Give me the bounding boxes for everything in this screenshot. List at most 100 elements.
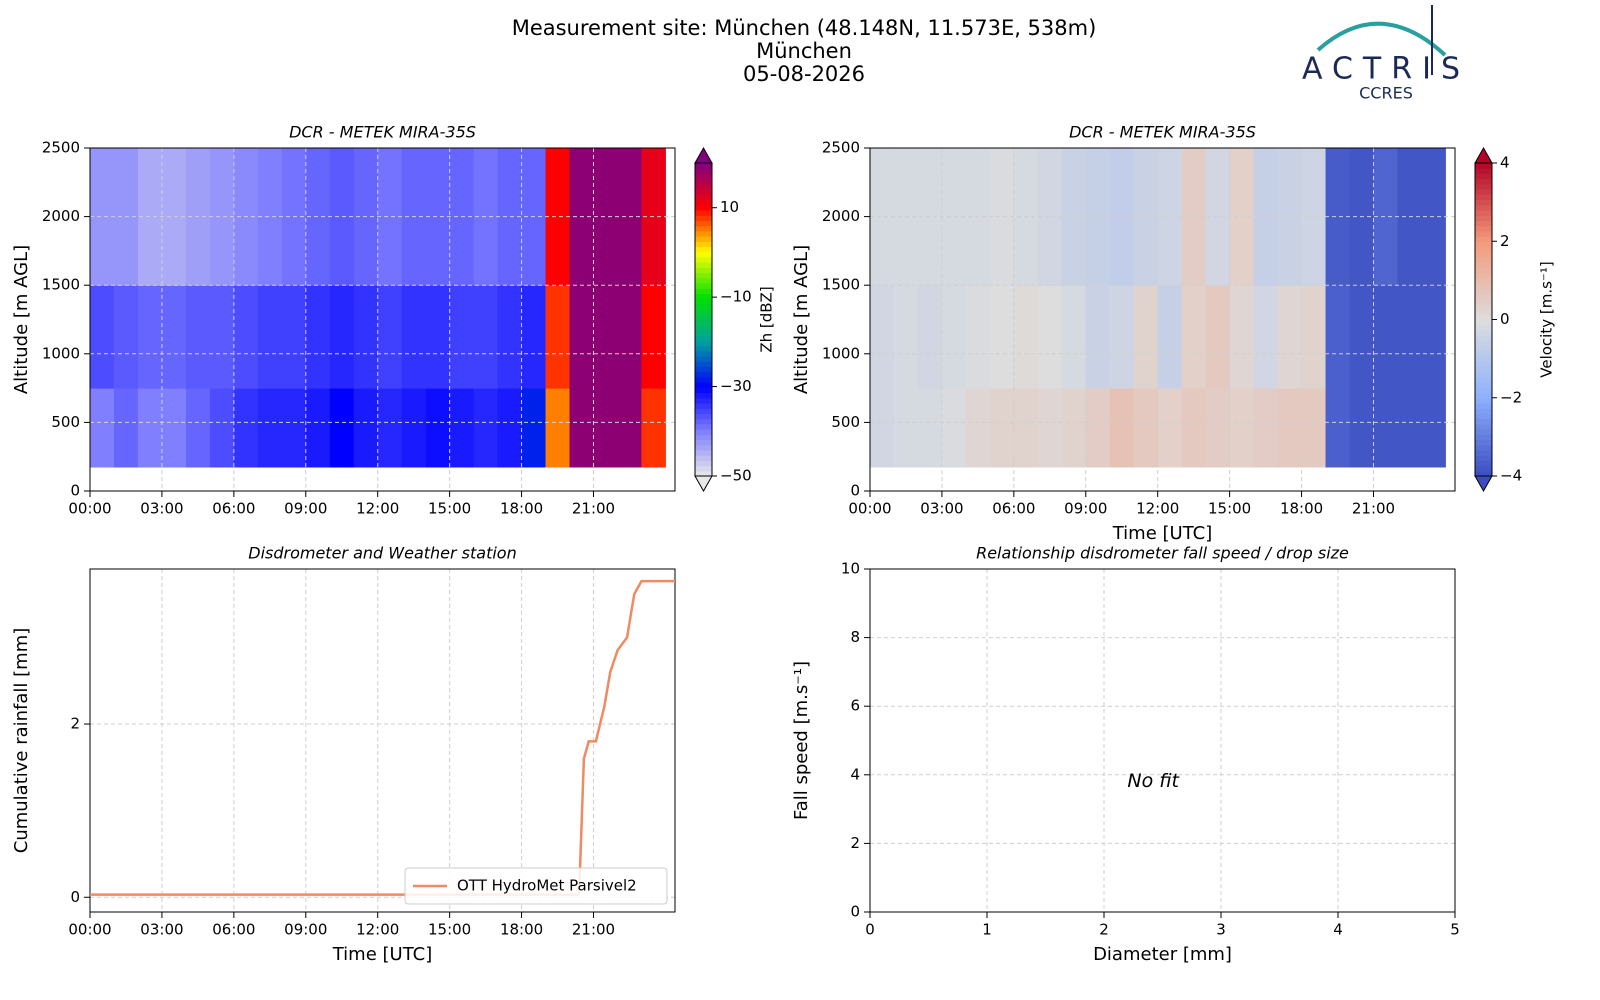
colorbar-segment <box>695 215 712 221</box>
heatmap-cell <box>1109 388 1135 468</box>
x-tick-label: 3 <box>1216 921 1226 939</box>
y-tick-label: 1500 <box>42 276 80 294</box>
colorbar-segment <box>1475 356 1492 362</box>
colorbar-label: Velocity [m.s⁻¹] <box>1538 261 1556 377</box>
colorbar-segment <box>695 194 712 201</box>
x-tick-label: 06:00 <box>212 921 255 939</box>
heatmap-cell <box>989 388 1015 468</box>
colorbar-segment <box>1475 408 1492 414</box>
x-tick-label: 21:00 <box>1352 500 1395 518</box>
heatmap-cell <box>329 388 355 468</box>
panel-title: Disdrometer and Weather station <box>248 544 516 563</box>
y-tick-label: 2500 <box>42 139 80 157</box>
heatmap-cell <box>941 388 967 468</box>
heatmap-cell <box>1229 388 1255 468</box>
colorbar-segment <box>695 366 712 373</box>
colorbar-segment <box>695 335 712 341</box>
heatmap-cell <box>90 285 115 389</box>
heatmap-cell <box>1109 285 1135 389</box>
y-tick-label: 1000 <box>42 344 80 362</box>
colorbar-segment <box>695 298 712 305</box>
heatmap-cell <box>1037 388 1063 468</box>
colorbar-segment <box>695 173 712 180</box>
heatmap-cell <box>1349 285 1374 389</box>
y-tick-label: 500 <box>831 413 860 431</box>
heatmap-cell <box>1205 388 1231 468</box>
logo-subtitle: CCRES <box>1359 84 1413 103</box>
heatmap-cell <box>965 388 991 468</box>
heatmap-cell <box>497 285 523 389</box>
heatmap-cell <box>593 388 618 468</box>
colorbar-segment <box>1475 340 1492 347</box>
heatmap-cell <box>1229 285 1255 389</box>
heatmap-cell <box>401 285 427 389</box>
colorbar-segment <box>1475 272 1492 279</box>
colorbar-segment <box>1475 267 1492 274</box>
colorbar-segment <box>695 272 712 279</box>
y-tick-label: 6 <box>850 697 860 715</box>
colorbar-segment <box>1475 361 1492 368</box>
x-tick-label: 21:00 <box>572 921 615 939</box>
x-tick-label: 18:00 <box>1280 500 1323 518</box>
colorbar-segment <box>695 303 712 310</box>
colorbar-segment <box>1475 387 1492 394</box>
heatmap-cell <box>1061 388 1087 468</box>
x-axis-label: Time [UTC] <box>1112 523 1213 544</box>
colorbar-tick-label: 10 <box>720 198 739 216</box>
colorbar-segment <box>1475 220 1492 227</box>
heatmap-cell <box>185 388 211 468</box>
x-axis-label: Diameter [mm] <box>1093 944 1232 965</box>
x-tick-label: 09:00 <box>284 921 327 939</box>
colorbar-segment <box>695 209 712 216</box>
colorbar-segment <box>1475 366 1492 373</box>
colorbar-segment <box>1475 309 1492 315</box>
y-tick-label: 2500 <box>822 139 860 157</box>
colorbar-segment <box>695 246 712 253</box>
heatmap-cell <box>545 285 571 389</box>
panel: DCR - METEK MIRA-35S 00:00 03:00 06:00 09:00… <box>791 123 1556 545</box>
heatmap-cell <box>425 388 451 468</box>
colorbar-segment <box>695 241 712 248</box>
colorbar-segment <box>1475 204 1492 211</box>
heatmap-cell <box>161 388 187 468</box>
x-tick-label: 09:00 <box>284 500 327 518</box>
colorbar-segment <box>695 350 712 357</box>
heatmap-cell <box>401 388 427 468</box>
heatmap-cell <box>617 388 642 468</box>
heatmap-cell <box>209 388 235 468</box>
heatmap-cell <box>233 388 259 468</box>
plot-frame <box>89 568 676 913</box>
colorbar-segment <box>695 465 712 472</box>
colorbar-tick-label: −30 <box>720 377 752 395</box>
legend-box <box>404 867 668 905</box>
colorbar-segment <box>1475 246 1492 253</box>
panel: DCR - METEK MIRA-35S 00:00 03:00 06:00 09:00… <box>11 123 776 518</box>
colorbar-tick-label: −10 <box>720 288 752 306</box>
heatmap-cell <box>185 285 211 389</box>
logo: ACTRIS CCRES <box>1302 5 1460 103</box>
colorbar-segment <box>695 163 712 169</box>
colorbar-segment <box>695 376 712 383</box>
y-axis-label: Altitude [m AGL] <box>791 245 812 394</box>
heatmap-cell <box>617 285 642 389</box>
colorbar-segment <box>695 189 712 195</box>
y-tick-label: 1000 <box>822 344 860 362</box>
y-tick-label: 0 <box>70 888 80 906</box>
colorbar-segment <box>1475 382 1492 388</box>
colorbar-segment <box>695 293 712 300</box>
heatmap-cell <box>1397 388 1422 468</box>
heatmap-cell <box>329 285 355 389</box>
y-tick-label: 2000 <box>42 207 80 225</box>
legend-label: OTT HydroMet Parsivel2 <box>457 877 637 895</box>
colorbar-label: Zh [dBZ] <box>758 286 776 352</box>
colorbar-segment <box>695 418 712 425</box>
colorbar-segment <box>695 225 712 232</box>
colorbar-segment <box>695 439 712 446</box>
heatmap-cell <box>1421 285 1446 389</box>
heatmap-cell <box>1061 285 1087 389</box>
x-tick-label: 15:00 <box>1208 500 1251 518</box>
colorbar-segment <box>1475 465 1492 472</box>
heatmap-cell <box>1373 285 1398 389</box>
y-tick-label: 0 <box>70 482 80 500</box>
heatmap-cell <box>1325 388 1351 468</box>
